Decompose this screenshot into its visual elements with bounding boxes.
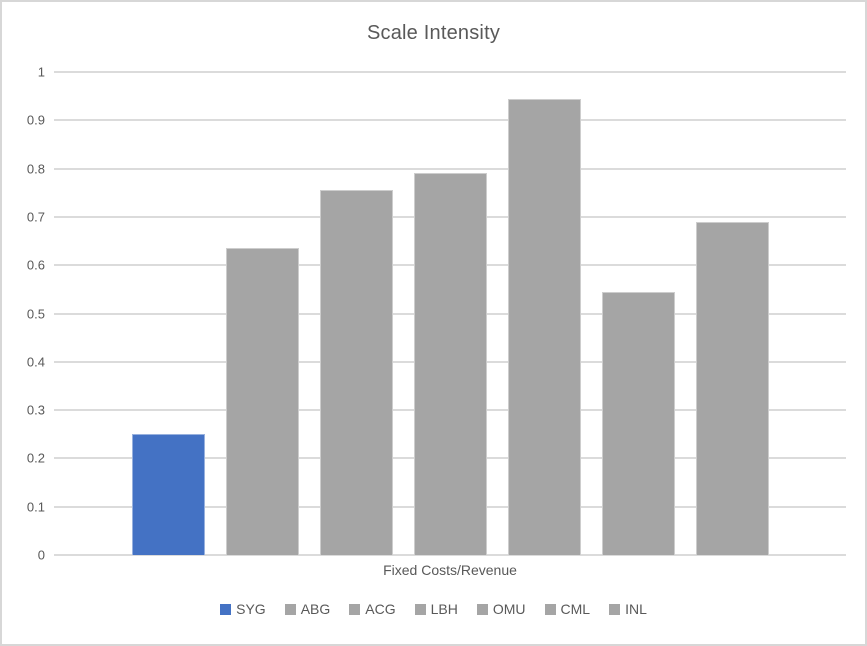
y-tick-label-0: 0 <box>37 547 45 563</box>
bar-abg <box>225 248 299 555</box>
legend-item-inl: INL <box>609 601 647 617</box>
y-tick-label-1: 1 <box>37 64 45 80</box>
legend: SYG ABG ACG LBH OMU CML INL <box>2 601 865 617</box>
y-tick-label-0.3: 0.3 <box>26 402 45 418</box>
legend-item-omu: OMU <box>476 601 526 617</box>
bars-container <box>54 72 846 555</box>
y-tick-label-0.5: 0.5 <box>26 306 45 321</box>
legend-swatch-icon <box>414 603 426 615</box>
gridline-0.9 <box>54 119 846 122</box>
legend-swatch-icon <box>349 603 361 615</box>
bar-acg <box>319 190 393 555</box>
legend-swatch-icon <box>476 603 488 615</box>
gridline-1 <box>54 71 846 73</box>
legend-label: ABG <box>300 601 331 617</box>
legend-label: INL <box>625 601 647 617</box>
legend-item-lbh: LBH <box>414 601 458 617</box>
bar-cml <box>601 291 675 555</box>
legend-swatch-icon <box>544 603 556 615</box>
legend-label: LBH <box>430 601 458 617</box>
legend-item-abg: ABG <box>284 601 331 617</box>
legend-swatch-icon <box>609 603 621 615</box>
gridline-0 <box>54 554 846 556</box>
legend-swatch-icon <box>220 603 232 615</box>
legend-label: CML <box>560 601 591 617</box>
y-tick-label-0.7: 0.7 <box>26 209 45 225</box>
y-tick-label-0.9: 0.9 <box>26 112 45 128</box>
legend-item-syg: SYG <box>220 601 266 617</box>
gridline-0.8 <box>54 167 846 170</box>
y-tick-label-0.4: 0.4 <box>26 354 45 370</box>
bar-lbh <box>413 173 487 555</box>
legend-label: ACG <box>365 601 396 617</box>
plot-area: 0 0.1 0.2 0.3 0.4 0.5 0.6 0.7 0.8 0.9 1 <box>27 65 846 563</box>
bar-omu <box>507 98 581 555</box>
legend-label: OMU <box>492 601 526 617</box>
y-tick-label-0.8: 0.8 <box>26 161 45 177</box>
bar-inl <box>695 221 769 555</box>
y-tick-label-0.1: 0.1 <box>26 499 45 515</box>
y-tick-label-0.2: 0.2 <box>26 450 45 466</box>
legend-item-acg: ACG <box>349 601 396 617</box>
chart-title: Scale Intensity <box>366 22 501 44</box>
legend-label: SYG <box>236 601 266 617</box>
legend-swatch-icon <box>284 603 296 615</box>
bar-syg <box>131 434 205 555</box>
x-axis-label: Fixed Costs/Revenue <box>383 562 517 578</box>
y-tick-label-0.6: 0.6 <box>26 257 45 273</box>
legend-item-cml: CML <box>544 601 591 617</box>
